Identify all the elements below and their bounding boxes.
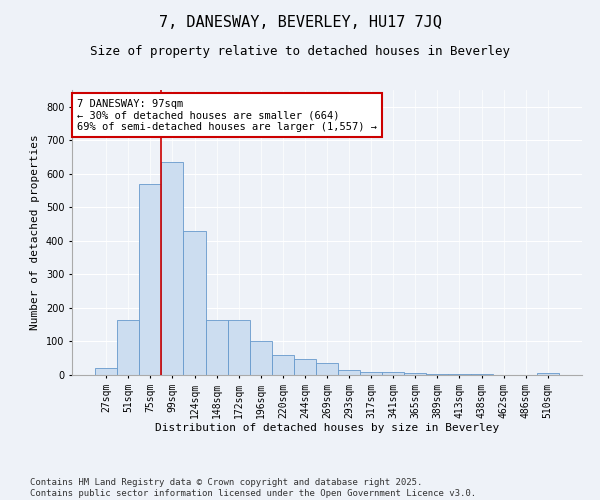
Bar [95,368,117,375]
X-axis label: Distribution of detached houses by size in Beverley: Distribution of detached houses by size … [155,424,499,434]
Bar [139,184,161,375]
Text: 7 DANESWAY: 97sqm
← 30% of detached houses are smaller (664)
69% of semi-detache: 7 DANESWAY: 97sqm ← 30% of detached hous… [77,98,377,132]
Bar [117,320,139,375]
Bar [294,359,316,375]
Bar [161,162,184,375]
Bar [360,372,382,375]
Bar [338,370,360,375]
Bar [316,364,338,375]
Bar [537,374,559,375]
Bar [448,374,470,375]
Bar [404,374,427,375]
Text: 7, DANESWAY, BEVERLEY, HU17 7JQ: 7, DANESWAY, BEVERLEY, HU17 7JQ [158,15,442,30]
Bar [470,374,493,375]
Bar [206,320,227,375]
Bar [184,231,206,375]
Bar [272,355,294,375]
Bar [227,320,250,375]
Text: Contains HM Land Registry data © Crown copyright and database right 2025.
Contai: Contains HM Land Registry data © Crown c… [30,478,476,498]
Bar [427,374,448,375]
Bar [382,372,404,375]
Y-axis label: Number of detached properties: Number of detached properties [31,134,40,330]
Bar [250,342,272,375]
Text: Size of property relative to detached houses in Beverley: Size of property relative to detached ho… [90,45,510,58]
